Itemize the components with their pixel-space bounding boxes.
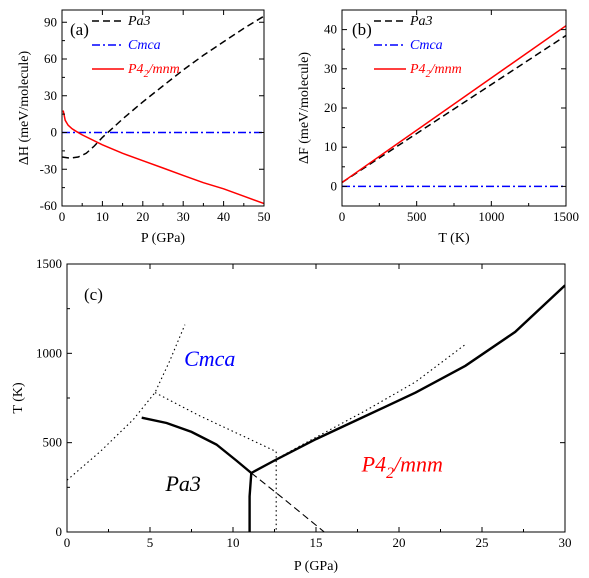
y-tick-label: 20 bbox=[324, 100, 337, 115]
panel-b-series bbox=[342, 25, 566, 188]
panel-a-ticks: 0 10 20 30 40 50 -60 -30 0 30 60 90 bbox=[40, 10, 271, 224]
y-tick-label: 0 bbox=[51, 125, 58, 140]
x-tick-label: 10 bbox=[96, 209, 109, 224]
boundary-line bbox=[251, 343, 466, 474]
boundary-line bbox=[250, 472, 325, 532]
x-tick-label: 40 bbox=[217, 209, 230, 224]
panel-a-series bbox=[62, 15, 264, 205]
panel-b-label: (b) bbox=[352, 20, 372, 39]
x-tick-label: 50 bbox=[258, 209, 271, 224]
x-tick-label: 20 bbox=[136, 209, 149, 224]
panel-b-xlabel: T (K) bbox=[438, 231, 470, 246]
legend-label: Pa3 bbox=[409, 14, 433, 29]
x-tick-label: 10 bbox=[227, 535, 240, 550]
x-tick-label: 20 bbox=[393, 535, 406, 550]
legend-label: Cmca bbox=[410, 38, 443, 53]
x-tick-label: 30 bbox=[559, 535, 572, 550]
legend-label: Cmca bbox=[128, 38, 161, 53]
legend-label: P42/mnm bbox=[409, 62, 462, 80]
y-tick-label: 40 bbox=[324, 22, 337, 37]
y-tick-label: 30 bbox=[44, 88, 57, 103]
y-tick-label: 30 bbox=[324, 61, 337, 76]
x-tick-label: 0 bbox=[64, 535, 71, 550]
x-tick-label: 1500 bbox=[553, 209, 579, 224]
phase-label: Cmca bbox=[184, 346, 235, 371]
y-tick-label: 500 bbox=[43, 435, 63, 450]
x-tick-label: 0 bbox=[339, 209, 346, 224]
boundary-line bbox=[250, 284, 565, 475]
series-line-pa3 bbox=[62, 15, 264, 159]
boundary-line bbox=[141, 416, 253, 474]
phase-label: P42/mnm bbox=[361, 451, 443, 482]
panel-b-ticks: 0 500 1000 1500 0 10 20 30 40 bbox=[324, 10, 579, 224]
boundary-line bbox=[67, 324, 186, 481]
series-line-pa3 bbox=[342, 34, 566, 184]
x-tick-label: 5 bbox=[147, 535, 154, 550]
x-tick-label: 15 bbox=[310, 535, 323, 550]
x-tick-label: 25 bbox=[476, 535, 489, 550]
panel-b-plot: 0 500 1000 1500 0 10 20 30 40 (b) T (K) ΔF (meV/… bbox=[297, 9, 579, 246]
panel-a-frame bbox=[61, 9, 265, 207]
x-tick-label: 30 bbox=[177, 209, 190, 224]
panel-a-label: (a) bbox=[70, 20, 89, 39]
y-tick-label: -60 bbox=[40, 198, 57, 213]
y-tick-label: 0 bbox=[56, 524, 63, 539]
y-tick-label: 1000 bbox=[36, 345, 62, 360]
series-line-p42mnm bbox=[62, 110, 264, 205]
panel-c-label: (c) bbox=[84, 285, 103, 304]
panel-c-series bbox=[67, 284, 565, 532]
y-tick-label: 90 bbox=[44, 14, 57, 29]
y-tick-label: 10 bbox=[324, 139, 337, 154]
panel-c-plot: 0 5 10 15 20 25 30 0 500 1000 1500 (c) P (GPa) T (… bbox=[11, 256, 572, 574]
legend-label: Pa3 bbox=[127, 14, 151, 29]
panel-c-ylabel: T (K) bbox=[11, 382, 26, 414]
series-line-p42mnm bbox=[342, 25, 566, 184]
panel-b-frame bbox=[341, 9, 567, 207]
panel-a-xlabel: P (GPa) bbox=[141, 231, 186, 246]
boundary-line bbox=[248, 472, 253, 532]
x-tick-label: 1000 bbox=[478, 209, 504, 224]
legend-label: P42/mnm bbox=[127, 62, 180, 80]
boundary-line bbox=[154, 392, 277, 453]
y-tick-label: 1500 bbox=[36, 256, 62, 271]
panel-b-ylabel: ΔF (meV/molecule) bbox=[297, 52, 312, 164]
x-tick-label: 500 bbox=[407, 209, 427, 224]
phase-label: Pa3 bbox=[164, 471, 200, 496]
x-tick-label: 0 bbox=[59, 209, 66, 224]
panel-a-plot: 0 10 20 30 40 50 -60 -30 0 30 60 90 (a) P (GPa) ΔH … bbox=[17, 9, 271, 246]
panel-a-legend: Pa3 Cmca P42/mnm bbox=[92, 14, 180, 80]
panel-a-ylabel: ΔH (meV/molecule) bbox=[17, 50, 32, 165]
y-tick-label: 0 bbox=[331, 178, 338, 193]
y-tick-label: 60 bbox=[44, 51, 57, 66]
panel-c-xlabel: P (GPa) bbox=[294, 559, 339, 574]
panel-b-legend: Pa3 Cmca P42/mnm bbox=[374, 14, 462, 80]
panel-c-frame bbox=[66, 263, 566, 533]
y-tick-label: -30 bbox=[40, 161, 57, 176]
panel-c-phase-labels: Cmca Pa3 P42/mnm bbox=[164, 346, 442, 496]
panel-c-ticks: 0 5 10 15 20 25 30 0 500 1000 1500 bbox=[36, 256, 572, 550]
